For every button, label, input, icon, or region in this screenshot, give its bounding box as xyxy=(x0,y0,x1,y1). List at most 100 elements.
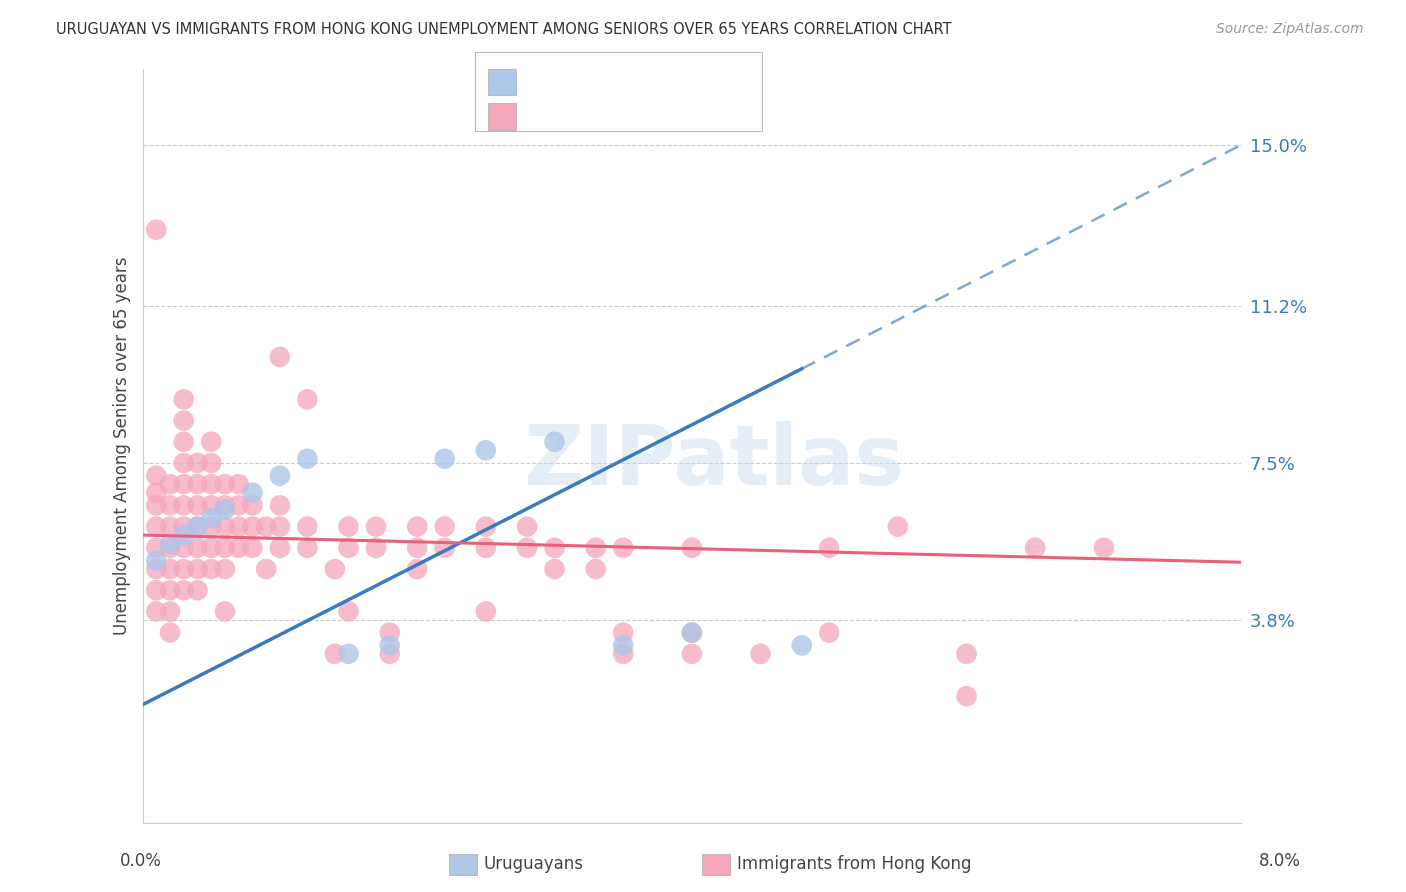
Point xyxy=(612,638,634,652)
Point xyxy=(159,562,181,576)
Text: R =  0.455   N = 17: R = 0.455 N = 17 xyxy=(523,73,685,91)
Point xyxy=(242,499,264,513)
Point xyxy=(433,541,456,555)
Point xyxy=(200,499,222,513)
Point xyxy=(297,541,319,555)
Point xyxy=(159,604,181,618)
Point xyxy=(173,413,195,427)
Point xyxy=(173,562,195,576)
Point xyxy=(145,499,167,513)
Point xyxy=(790,638,813,652)
Point xyxy=(186,519,208,533)
Text: ZIPatlas: ZIPatlas xyxy=(523,421,904,501)
Point xyxy=(297,392,319,407)
Point xyxy=(200,434,222,449)
Point xyxy=(475,541,498,555)
Point xyxy=(406,519,429,533)
Point xyxy=(159,625,181,640)
Point xyxy=(145,541,167,555)
Point xyxy=(214,604,236,618)
Point xyxy=(145,553,167,567)
Point xyxy=(543,434,565,449)
Point xyxy=(173,392,195,407)
Point xyxy=(433,451,456,466)
Point xyxy=(228,541,250,555)
Point xyxy=(186,499,208,513)
Point xyxy=(337,519,360,533)
Point xyxy=(186,583,208,598)
Point xyxy=(145,583,167,598)
Point xyxy=(186,562,208,576)
Point xyxy=(612,625,634,640)
Point xyxy=(228,499,250,513)
Point xyxy=(1092,541,1115,555)
Point xyxy=(364,519,387,533)
Point xyxy=(186,519,208,533)
Point xyxy=(818,541,841,555)
Point xyxy=(159,536,181,550)
Point xyxy=(337,604,360,618)
Point xyxy=(585,562,607,576)
Point xyxy=(681,625,703,640)
Point xyxy=(475,443,498,458)
Point xyxy=(159,541,181,555)
Point xyxy=(145,485,167,500)
Point xyxy=(378,638,401,652)
Point xyxy=(818,625,841,640)
Point xyxy=(200,511,222,525)
Point xyxy=(145,604,167,618)
Point xyxy=(364,541,387,555)
Text: Source: ZipAtlas.com: Source: ZipAtlas.com xyxy=(1216,22,1364,37)
Point xyxy=(228,519,250,533)
Point xyxy=(1024,541,1046,555)
Point xyxy=(612,541,634,555)
Point xyxy=(681,625,703,640)
Point xyxy=(585,541,607,555)
Point xyxy=(516,519,538,533)
Point xyxy=(337,647,360,661)
Text: 0.0%: 0.0% xyxy=(120,852,162,870)
Point xyxy=(186,541,208,555)
Point xyxy=(159,519,181,533)
Point xyxy=(269,519,291,533)
Text: R = -0.059   N = 91: R = -0.059 N = 91 xyxy=(523,107,686,125)
Point xyxy=(269,541,291,555)
Point xyxy=(955,690,977,704)
Point xyxy=(200,562,222,576)
Point xyxy=(433,519,456,533)
Point xyxy=(200,519,222,533)
Text: URUGUAYAN VS IMMIGRANTS FROM HONG KONG UNEMPLOYMENT AMONG SENIORS OVER 65 YEARS : URUGUAYAN VS IMMIGRANTS FROM HONG KONG U… xyxy=(56,22,952,37)
Point xyxy=(214,477,236,491)
Point xyxy=(173,541,195,555)
Point xyxy=(406,562,429,576)
Point xyxy=(516,541,538,555)
Point xyxy=(543,562,565,576)
Point xyxy=(254,519,277,533)
Point xyxy=(173,583,195,598)
Point xyxy=(173,477,195,491)
Point xyxy=(145,519,167,533)
Point xyxy=(955,647,977,661)
Point xyxy=(612,647,634,661)
Point xyxy=(242,485,264,500)
Point xyxy=(214,541,236,555)
Point xyxy=(887,519,910,533)
Point xyxy=(228,477,250,491)
Point xyxy=(145,223,167,237)
Point xyxy=(254,562,277,576)
Point xyxy=(406,541,429,555)
Point xyxy=(173,499,195,513)
Point xyxy=(214,499,236,513)
Point xyxy=(214,502,236,516)
Point xyxy=(159,499,181,513)
Point xyxy=(173,519,195,533)
Point xyxy=(173,434,195,449)
Point xyxy=(159,583,181,598)
Point xyxy=(378,625,401,640)
Point xyxy=(145,562,167,576)
Point xyxy=(173,528,195,542)
Point xyxy=(200,456,222,470)
Point xyxy=(269,499,291,513)
Point xyxy=(186,456,208,470)
Point xyxy=(337,541,360,555)
